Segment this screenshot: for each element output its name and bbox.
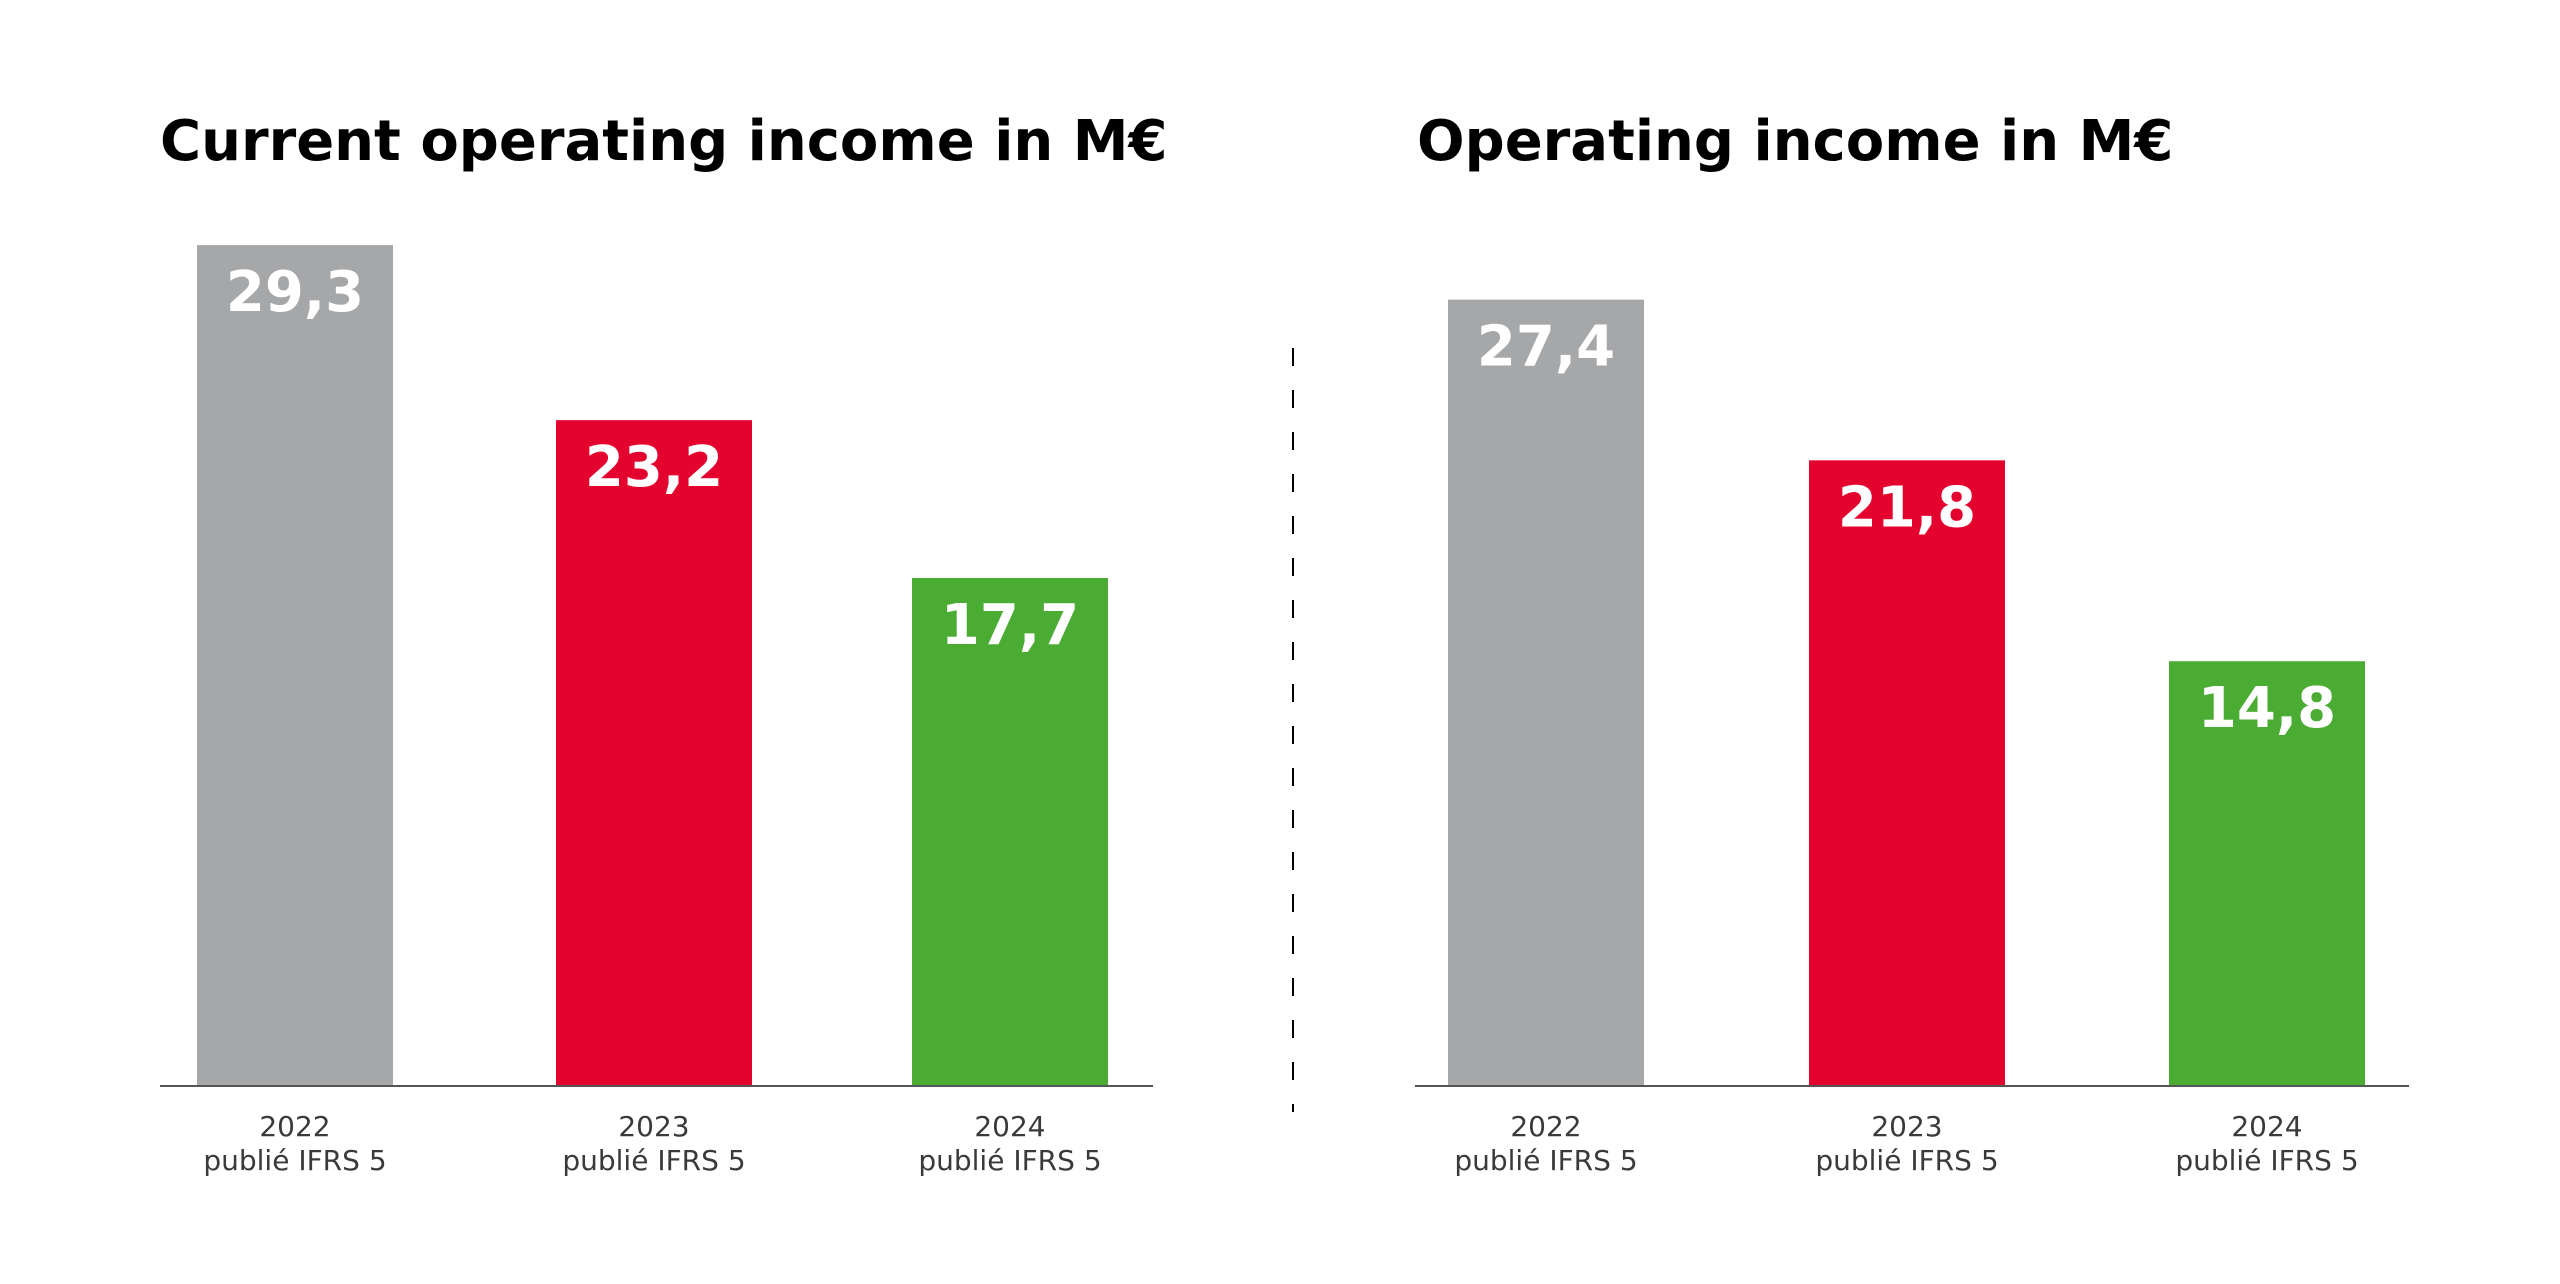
bar-value-label: 17,7 bbox=[941, 593, 1079, 658]
chart-title: Current operating income in M€ bbox=[160, 109, 1167, 174]
bar bbox=[912, 578, 1108, 1086]
bar-value-label: 23,2 bbox=[585, 435, 723, 500]
x-tick-label-year: 2023 bbox=[1871, 1110, 1942, 1143]
x-tick-label-year: 2023 bbox=[618, 1110, 689, 1143]
x-tick-label-note: publié IFRS 5 bbox=[918, 1144, 1101, 1177]
bar bbox=[1809, 460, 2005, 1087]
x-tick-label-year: 2022 bbox=[259, 1110, 330, 1143]
bar-value-label: 14,8 bbox=[2198, 676, 2336, 741]
chart-title: Operating income in M€ bbox=[1417, 109, 2173, 174]
x-tick-label-note: publié IFRS 5 bbox=[203, 1144, 386, 1177]
x-tick-label-year: 2022 bbox=[1510, 1110, 1581, 1143]
x-tick-label-year: 2024 bbox=[2231, 1110, 2302, 1143]
bar-value-label: 27,4 bbox=[1477, 315, 1615, 380]
x-tick-label-note: publié IFRS 5 bbox=[1454, 1144, 1637, 1177]
x-tick-label-note: publié IFRS 5 bbox=[2175, 1144, 2358, 1177]
x-tick-label-note: publié IFRS 5 bbox=[1815, 1144, 1998, 1177]
bar bbox=[2169, 661, 2365, 1086]
x-tick-label-note: publié IFRS 5 bbox=[562, 1144, 745, 1177]
bar bbox=[197, 245, 393, 1087]
bar bbox=[1448, 299, 1644, 1086]
x-tick-label-year: 2024 bbox=[974, 1110, 1045, 1143]
bar bbox=[556, 420, 752, 1086]
bar-value-label: 29,3 bbox=[226, 260, 364, 325]
bar-value-label: 21,8 bbox=[1838, 475, 1976, 540]
